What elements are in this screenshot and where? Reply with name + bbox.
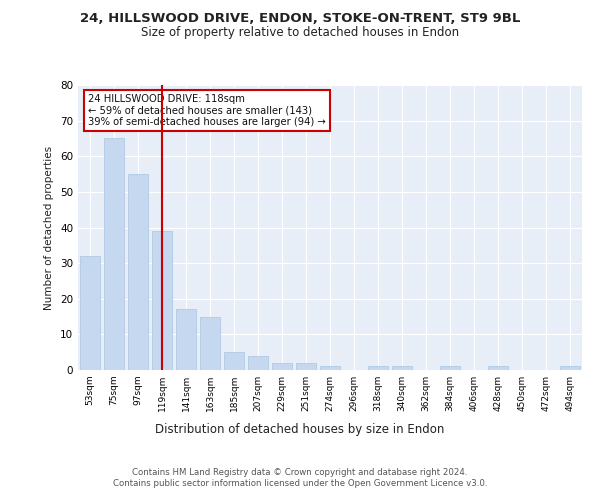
Bar [128,174,148,370]
Y-axis label: Number of detached properties: Number of detached properties [44,146,55,310]
Bar [296,363,316,370]
Bar [176,310,196,370]
Bar [80,256,100,370]
Bar [392,366,412,370]
Text: Distribution of detached houses by size in Endon: Distribution of detached houses by size … [155,422,445,436]
Bar [248,356,268,370]
Bar [104,138,124,370]
Bar [200,316,220,370]
Bar [368,366,388,370]
Text: Size of property relative to detached houses in Endon: Size of property relative to detached ho… [141,26,459,39]
Bar [320,366,340,370]
Bar [440,366,460,370]
Text: Contains HM Land Registry data © Crown copyright and database right 2024.
Contai: Contains HM Land Registry data © Crown c… [113,468,487,487]
Bar [488,366,508,370]
Bar [560,366,580,370]
Text: 24 HILLSWOOD DRIVE: 118sqm
← 59% of detached houses are smaller (143)
39% of sem: 24 HILLSWOOD DRIVE: 118sqm ← 59% of deta… [88,94,326,126]
Bar [224,352,244,370]
Bar [272,363,292,370]
Bar [152,231,172,370]
Text: 24, HILLSWOOD DRIVE, ENDON, STOKE-ON-TRENT, ST9 9BL: 24, HILLSWOOD DRIVE, ENDON, STOKE-ON-TRE… [80,12,520,26]
